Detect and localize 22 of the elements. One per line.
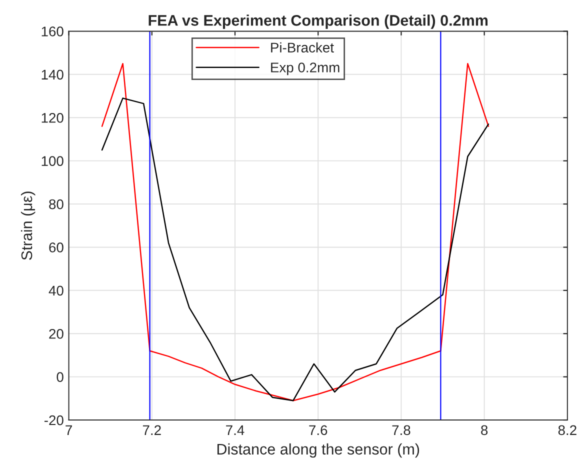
y-tick-label: 60 [49, 242, 64, 252]
y-tick-label: -20 [44, 415, 64, 426]
y-tick-label: 120 [42, 112, 64, 123]
x-tick-label: 7.2 [142, 425, 161, 435]
y-tick-label: 20 [49, 328, 64, 339]
x-tick-label: 7.8 [392, 425, 410, 436]
y-tick-label: 100 [42, 156, 64, 166]
x-tick-label: 8.2 [558, 425, 576, 436]
x-tick-label: 7.4 [226, 425, 244, 435]
x-tick-label: 7 [66, 425, 72, 435]
legend-label: Pi-Bracket [271, 42, 334, 53]
y-tick-label: 0 [56, 372, 64, 382]
y-tick-label: 80 [49, 199, 64, 210]
chart-title: FEA vs Experiment Comparison (Detail) 0.2mm [148, 14, 488, 29]
y-tick-label: 160 [42, 26, 64, 36]
x-tick-label: 7.6 [309, 425, 328, 436]
x-axis-title: Distance along the sensor (m) [217, 443, 420, 458]
y-axis-title: Strain (με) [20, 192, 36, 260]
legend-label: Exp 0.2mm [271, 62, 340, 76]
y-tick-label: 140 [42, 70, 64, 80]
x-tick-label: 8 [481, 425, 488, 436]
y-tick-label: 40 [48, 286, 64, 296]
